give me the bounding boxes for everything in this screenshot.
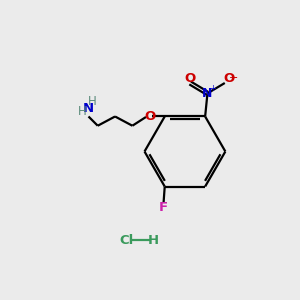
Text: O: O <box>223 72 235 85</box>
Text: O: O <box>144 110 155 123</box>
Text: O: O <box>184 72 196 85</box>
Text: H: H <box>88 95 97 108</box>
Text: F: F <box>159 201 168 214</box>
Text: Cl: Cl <box>119 234 133 247</box>
Text: N: N <box>83 102 94 115</box>
Text: H: H <box>78 105 87 118</box>
Text: H: H <box>148 234 159 247</box>
Text: +: + <box>209 84 216 93</box>
Text: −: − <box>229 73 239 83</box>
Text: N: N <box>202 87 213 100</box>
